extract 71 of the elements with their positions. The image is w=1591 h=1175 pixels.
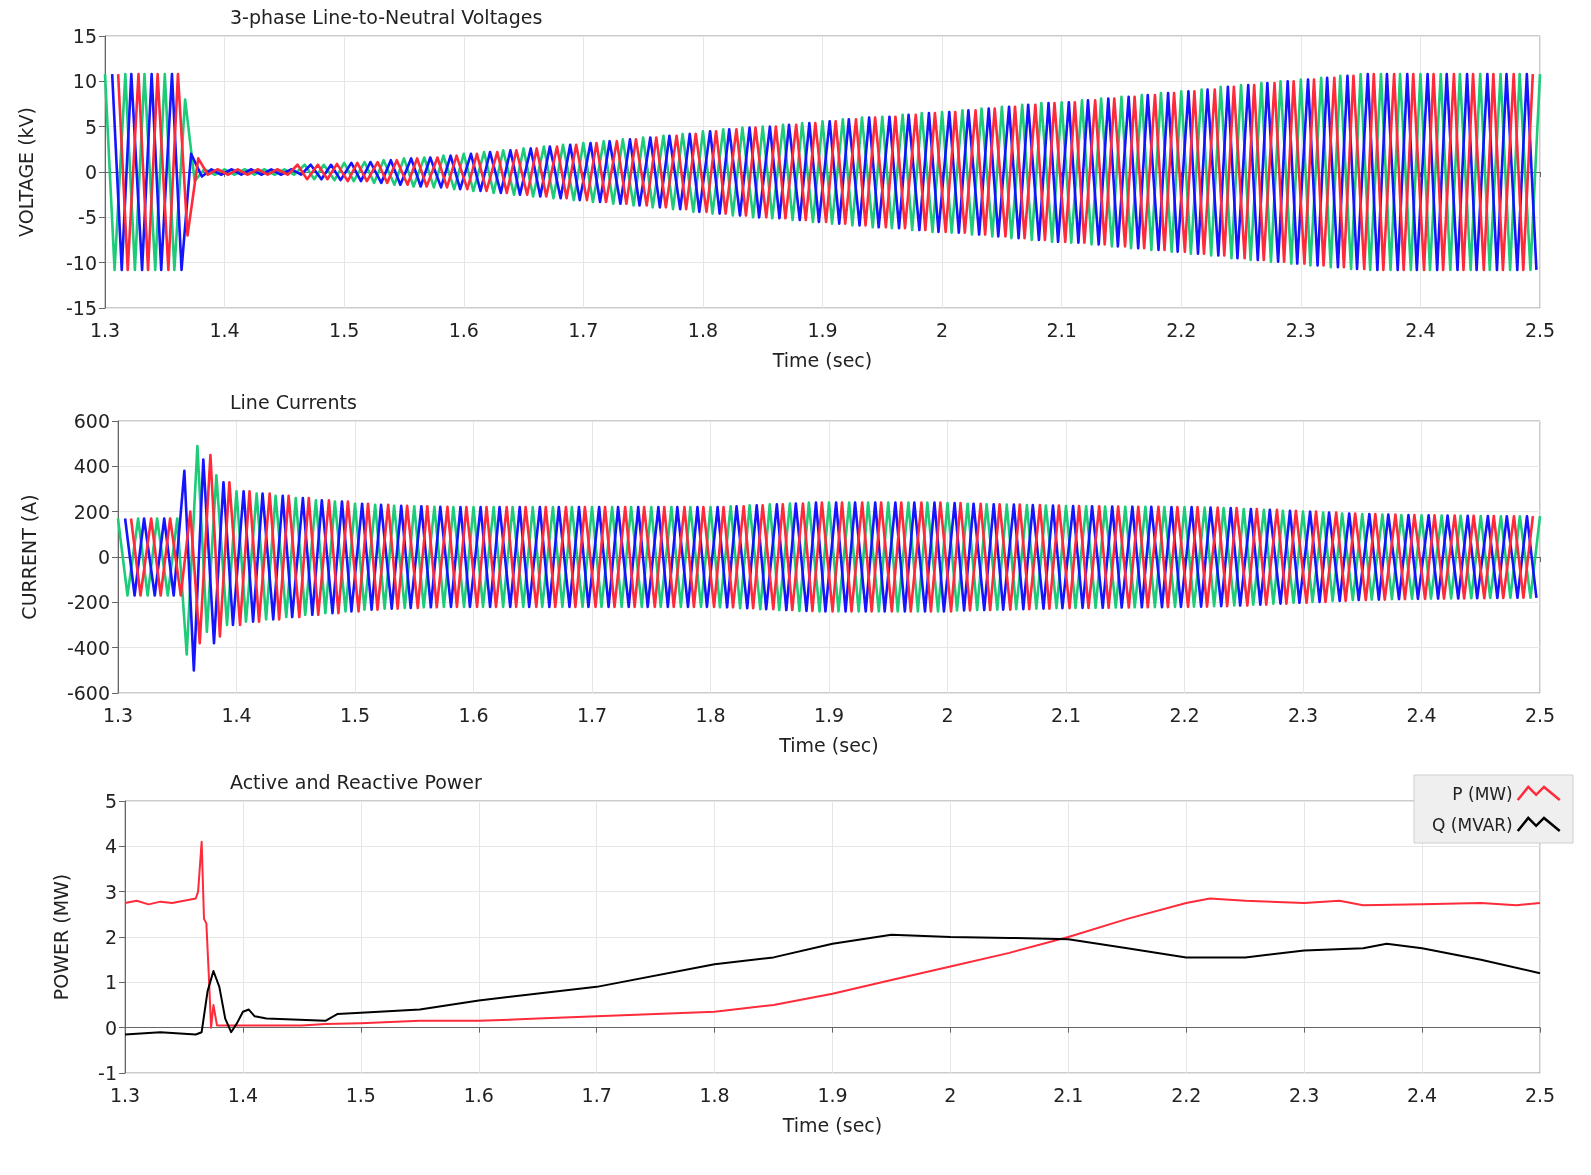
x-tick-label: 1.6 [458, 703, 489, 726]
x-tick-label: 2.2 [1166, 318, 1197, 341]
x-tick-label: 1.4 [221, 703, 252, 726]
x-tick-label: 1.3 [109, 1083, 141, 1106]
y-tick-label: -10 [65, 251, 97, 274]
chart-title: Line Currents [230, 390, 357, 413]
x-tick-label: 2.4 [1406, 1083, 1438, 1106]
legend-label: Q (MVAR) [1432, 814, 1513, 835]
x-tick-label: 1.3 [89, 318, 121, 341]
x-tick-label: 2.1 [1046, 318, 1077, 341]
x-tick-label: 2.5 [1524, 1083, 1556, 1106]
x-tick-label: 2.3 [1289, 1083, 1320, 1106]
x-tick-label: 1.7 [568, 318, 599, 341]
y-tick-label: 3 [104, 880, 117, 903]
chart-title: 3-phase Line-to-Neutral Voltages [230, 5, 543, 28]
y-tick-label: 5 [104, 790, 117, 812]
y-axis-title: VOLTAGE (kV) [14, 107, 37, 237]
x-axis-title: Time (sec) [781, 1113, 883, 1136]
x-tick-label: 1.8 [687, 318, 719, 341]
y-tick-label: 15 [72, 25, 97, 47]
x-tick-label: 1.5 [339, 703, 371, 726]
y-axis-title: POWER (MW) [49, 873, 72, 1001]
x-tick-label: 1.5 [329, 318, 360, 341]
y-tick-label: 400 [73, 455, 110, 478]
x-tick-label: 2.4 [1405, 318, 1436, 341]
y-tick-label: 10 [72, 70, 97, 93]
y-tick-label: -5 [78, 206, 97, 229]
y-tick-label: 200 [73, 500, 110, 523]
x-tick-label: 1.8 [699, 1083, 730, 1106]
x-tick-label: 1.4 [227, 1083, 259, 1106]
x-tick-label: 1.7 [576, 703, 608, 726]
y-tick-label: 5 [84, 115, 97, 138]
x-tick-label: 2.1 [1053, 1083, 1084, 1106]
x-tick-label: 1.5 [345, 1083, 376, 1106]
y-tick-label: 0 [97, 546, 110, 568]
y-tick-label: -1 [98, 1062, 117, 1084]
y-tick-label: 1 [104, 971, 117, 994]
x-tick-label: 2.5 [1524, 703, 1556, 726]
x-tick-label: 1.9 [817, 1083, 848, 1106]
x-tick-label: 2.3 [1285, 318, 1316, 341]
x-tick-label: 2.2 [1169, 703, 1200, 726]
x-tick-label: 2.3 [1287, 703, 1319, 726]
x-axis-title: Time (sec) [778, 733, 879, 756]
x-tick-label: 2.5 [1524, 318, 1556, 341]
y-tick-label: 4 [104, 835, 117, 858]
y-tick-label: 0 [104, 1016, 117, 1039]
x-tick-label: 2.2 [1171, 1083, 1202, 1106]
x-tick-label: 2.1 [1050, 703, 1082, 726]
y-tick-label: -400 [66, 636, 110, 659]
x-tick-label: 1.6 [448, 318, 479, 341]
y-tick-label: 600 [73, 410, 110, 432]
x-tick-label: 1.9 [813, 703, 845, 726]
legend-label: P (MW) [1452, 783, 1513, 804]
x-tick-label: 1.4 [209, 318, 240, 341]
y-tick-label: 2 [104, 926, 117, 948]
y-tick-label: -200 [66, 591, 110, 614]
x-tick-label: 1.8 [695, 703, 726, 726]
x-tick-label: 1.9 [807, 318, 838, 341]
x-tick-label: 2.4 [1406, 703, 1437, 726]
x-tick-label: 1.7 [581, 1083, 612, 1106]
y-axis-title: CURRENT (A) [17, 494, 40, 620]
x-tick-label: 2 [944, 1083, 957, 1106]
x-tick-label: 2 [941, 703, 954, 726]
y-tick-label: 0 [84, 161, 97, 183]
x-tick-label: 1.6 [463, 1083, 494, 1106]
x-tick-label: 2 [936, 318, 949, 341]
y-tick-label: -15 [65, 297, 97, 319]
chart-title: Active and Reactive Power [230, 770, 483, 793]
y-tick-label: -600 [66, 682, 110, 704]
x-axis-title: Time (sec) [771, 348, 873, 371]
x-tick-label: 1.3 [102, 703, 134, 726]
